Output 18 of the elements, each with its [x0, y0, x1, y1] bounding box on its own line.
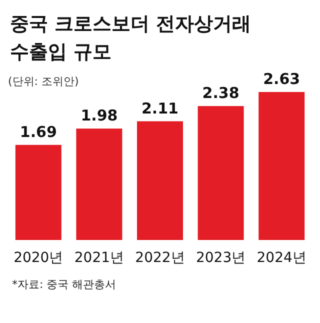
- chart-title: 중국 크로스보더 전자상거래 수출입 규모: [10, 13, 252, 63]
- chart-subtitle: (단위: 조위안): [8, 75, 79, 88]
- bar: [137, 121, 183, 240]
- x-tick-label: 2023년: [196, 250, 246, 266]
- bar: [76, 128, 122, 240]
- data-label: 2.63: [263, 70, 300, 88]
- bar: [258, 92, 305, 240]
- data-label: 1.98: [80, 106, 118, 125]
- bar: [15, 144, 62, 240]
- data-label: 2.11: [141, 99, 179, 118]
- x-tick-label: 2021년: [74, 250, 124, 266]
- x-tick-label: 2024년: [256, 250, 306, 266]
- data-label: 2.38: [202, 84, 240, 102]
- x-tick-label: 2020년: [14, 250, 64, 266]
- text: *자료: 중국 해관총서: [12, 278, 116, 291]
- data-label: 1.69: [20, 122, 57, 141]
- bar: [198, 106, 244, 240]
- x-tick-label: 2022년: [135, 250, 185, 266]
